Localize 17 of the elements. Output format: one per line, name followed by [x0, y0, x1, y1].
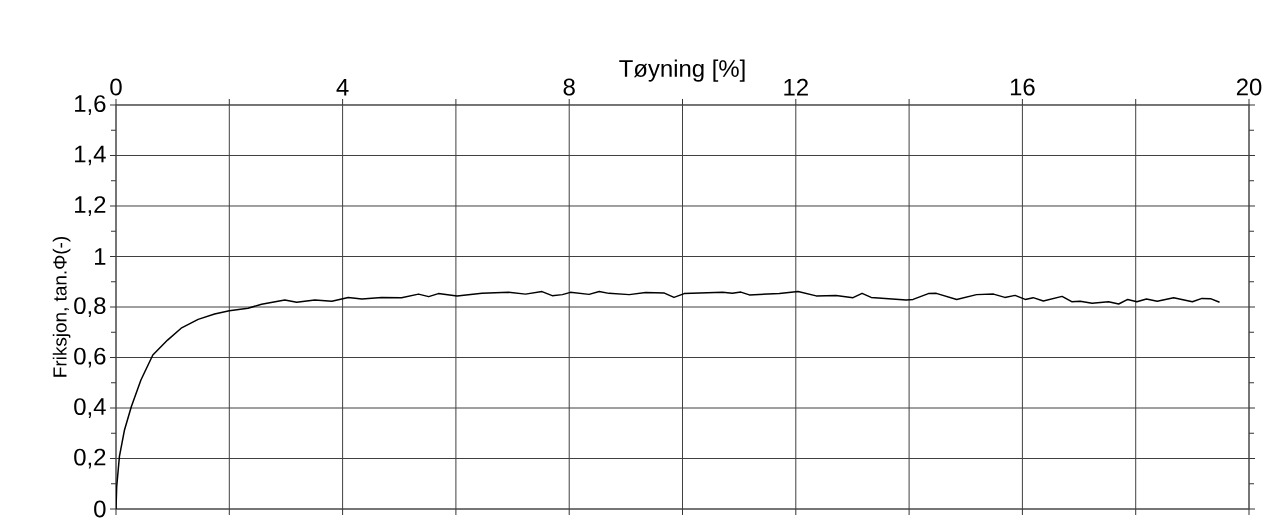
- x-axis-title: Tøyning [%]: [619, 59, 745, 82]
- y-tick-label: 0,6: [74, 347, 106, 368]
- y-tick-label: 1,2: [75, 196, 106, 216]
- x-tick-label: 16: [1010, 78, 1035, 96]
- y-tick-label: 1,4: [75, 145, 106, 166]
- y-tick-label: 0,8: [74, 297, 106, 317]
- x-tick-label: 0: [110, 78, 122, 96]
- y-tick-label: 0: [94, 500, 106, 518]
- x-tick-label: 12: [784, 78, 808, 96]
- y-tick-label: 0,2: [74, 448, 106, 469]
- y-tick-label: 1: [95, 248, 106, 265]
- x-tick-label: 20: [1236, 78, 1262, 96]
- y-axis-title: Friksjon, tan.Φ(-): [52, 237, 71, 377]
- x-tick-label: 8: [563, 78, 575, 96]
- y-tick-label: 1,6: [75, 95, 106, 115]
- y-tick-label: 0,4: [74, 398, 106, 418]
- x-tick-label: 4: [336, 79, 349, 96]
